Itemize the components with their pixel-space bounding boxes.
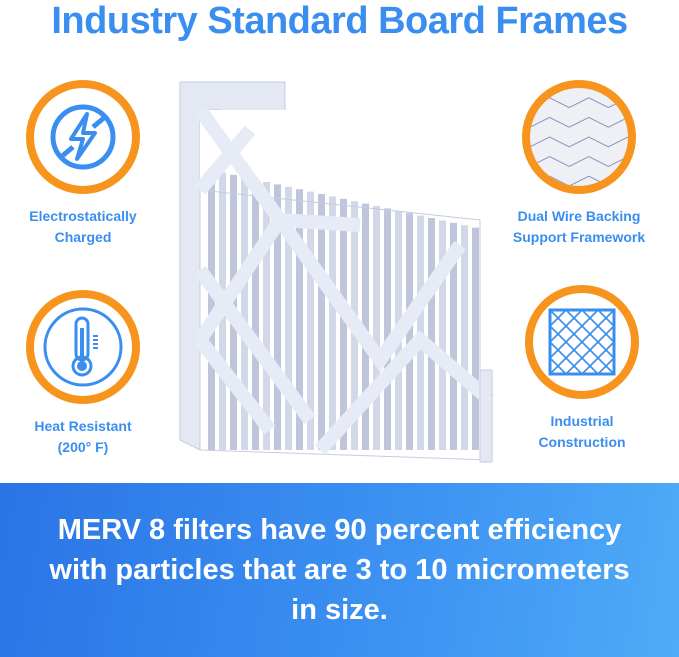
grid-frame-icon [525, 285, 639, 399]
filter-pleat [318, 194, 325, 450]
filter-pleat [472, 227, 479, 450]
feature-label: Heat Resistant [34, 418, 132, 434]
feature-label: Dual Wire Backing [517, 208, 641, 224]
filter-pleat [362, 203, 369, 450]
filter-pleat [373, 206, 380, 450]
page-title: Industry Standard Board Frames [51, 0, 628, 42]
feature-industrial: Industrial Construction [497, 285, 667, 453]
feature-label: Support Framework [512, 229, 646, 245]
wire-mesh-photo [522, 80, 636, 194]
feature-label: Construction [538, 434, 626, 450]
filter-pleat [296, 189, 303, 450]
feature-heat-resistant: Heat Resistant (200° F) [0, 290, 168, 458]
feature-label: (200° F) [57, 439, 109, 455]
feature-label: Charged [54, 229, 112, 245]
filter-pleat [285, 186, 292, 451]
feature-label: Electrostatically [29, 208, 137, 224]
filter-pleat [340, 198, 347, 450]
filter-pleat [450, 222, 457, 450]
thermometer-icon [26, 290, 140, 404]
feature-dual-wire: Dual Wire Backing Support Framework [494, 80, 664, 248]
feature-label: Industrial [550, 413, 614, 429]
filter-pleat [406, 213, 413, 450]
filter-pleat [263, 182, 270, 450]
filter-pleat [208, 170, 215, 450]
no-static-bolt-icon [26, 80, 140, 194]
air-filter-image [179, 81, 495, 463]
filter-pleat [329, 196, 336, 450]
filter-pleat [307, 191, 314, 450]
filter-pleat [252, 179, 259, 450]
filter-pleat [384, 208, 391, 450]
filter-pleat [428, 218, 435, 450]
banner-text: MERV 8 filters have 90 percent efficienc… [49, 514, 630, 626]
filter-pleat [461, 225, 468, 450]
merv-info-banner: MERV 8 filters have 90 percent efficienc… [0, 483, 679, 657]
filter-pleat [274, 184, 281, 450]
filter-pleat [439, 220, 446, 450]
feature-electrostatic: Electrostatically Charged [0, 80, 168, 248]
filter-pleat [241, 177, 248, 450]
